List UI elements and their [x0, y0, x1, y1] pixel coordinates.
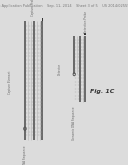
Text: Capture Element: Capture Element — [8, 71, 12, 94]
Text: Patent Application Publication    Sep. 11, 2014    Sheet 3 of 5    US 2014/02559: Patent Application Publication Sep. 11, … — [0, 4, 128, 8]
Text: Genomic DNA Sequence: Genomic DNA Sequence — [23, 145, 27, 165]
Text: Genomic DNA Sequence: Genomic DNA Sequence — [72, 106, 76, 140]
Text: Fig. 1C: Fig. 1C — [90, 89, 115, 94]
Text: Detector: Detector — [58, 63, 62, 75]
Bar — [84, 33, 86, 35]
Bar — [42, 18, 43, 21]
Text: Detection Probe: Detection Probe — [84, 11, 88, 33]
Text: Capture Probe: Capture Probe — [31, 0, 35, 16]
